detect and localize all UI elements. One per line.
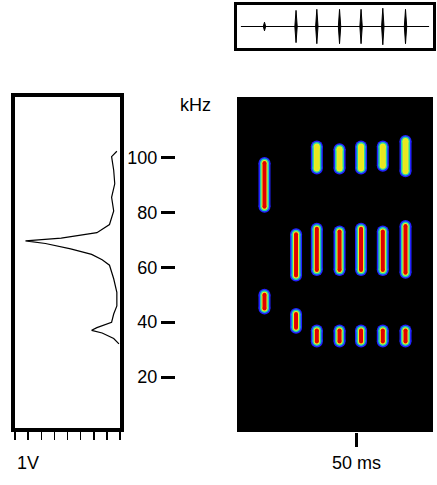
svg-text:100: 100 xyxy=(127,148,157,168)
svg-text:kHz: kHz xyxy=(180,95,211,115)
svg-text:1V: 1V xyxy=(17,453,39,473)
svg-text:50 ms: 50 ms xyxy=(332,453,381,473)
svg-text:20: 20 xyxy=(137,367,157,387)
svg-text:60: 60 xyxy=(137,258,157,278)
svg-text:40: 40 xyxy=(137,312,157,332)
svg-text:80: 80 xyxy=(137,203,157,223)
